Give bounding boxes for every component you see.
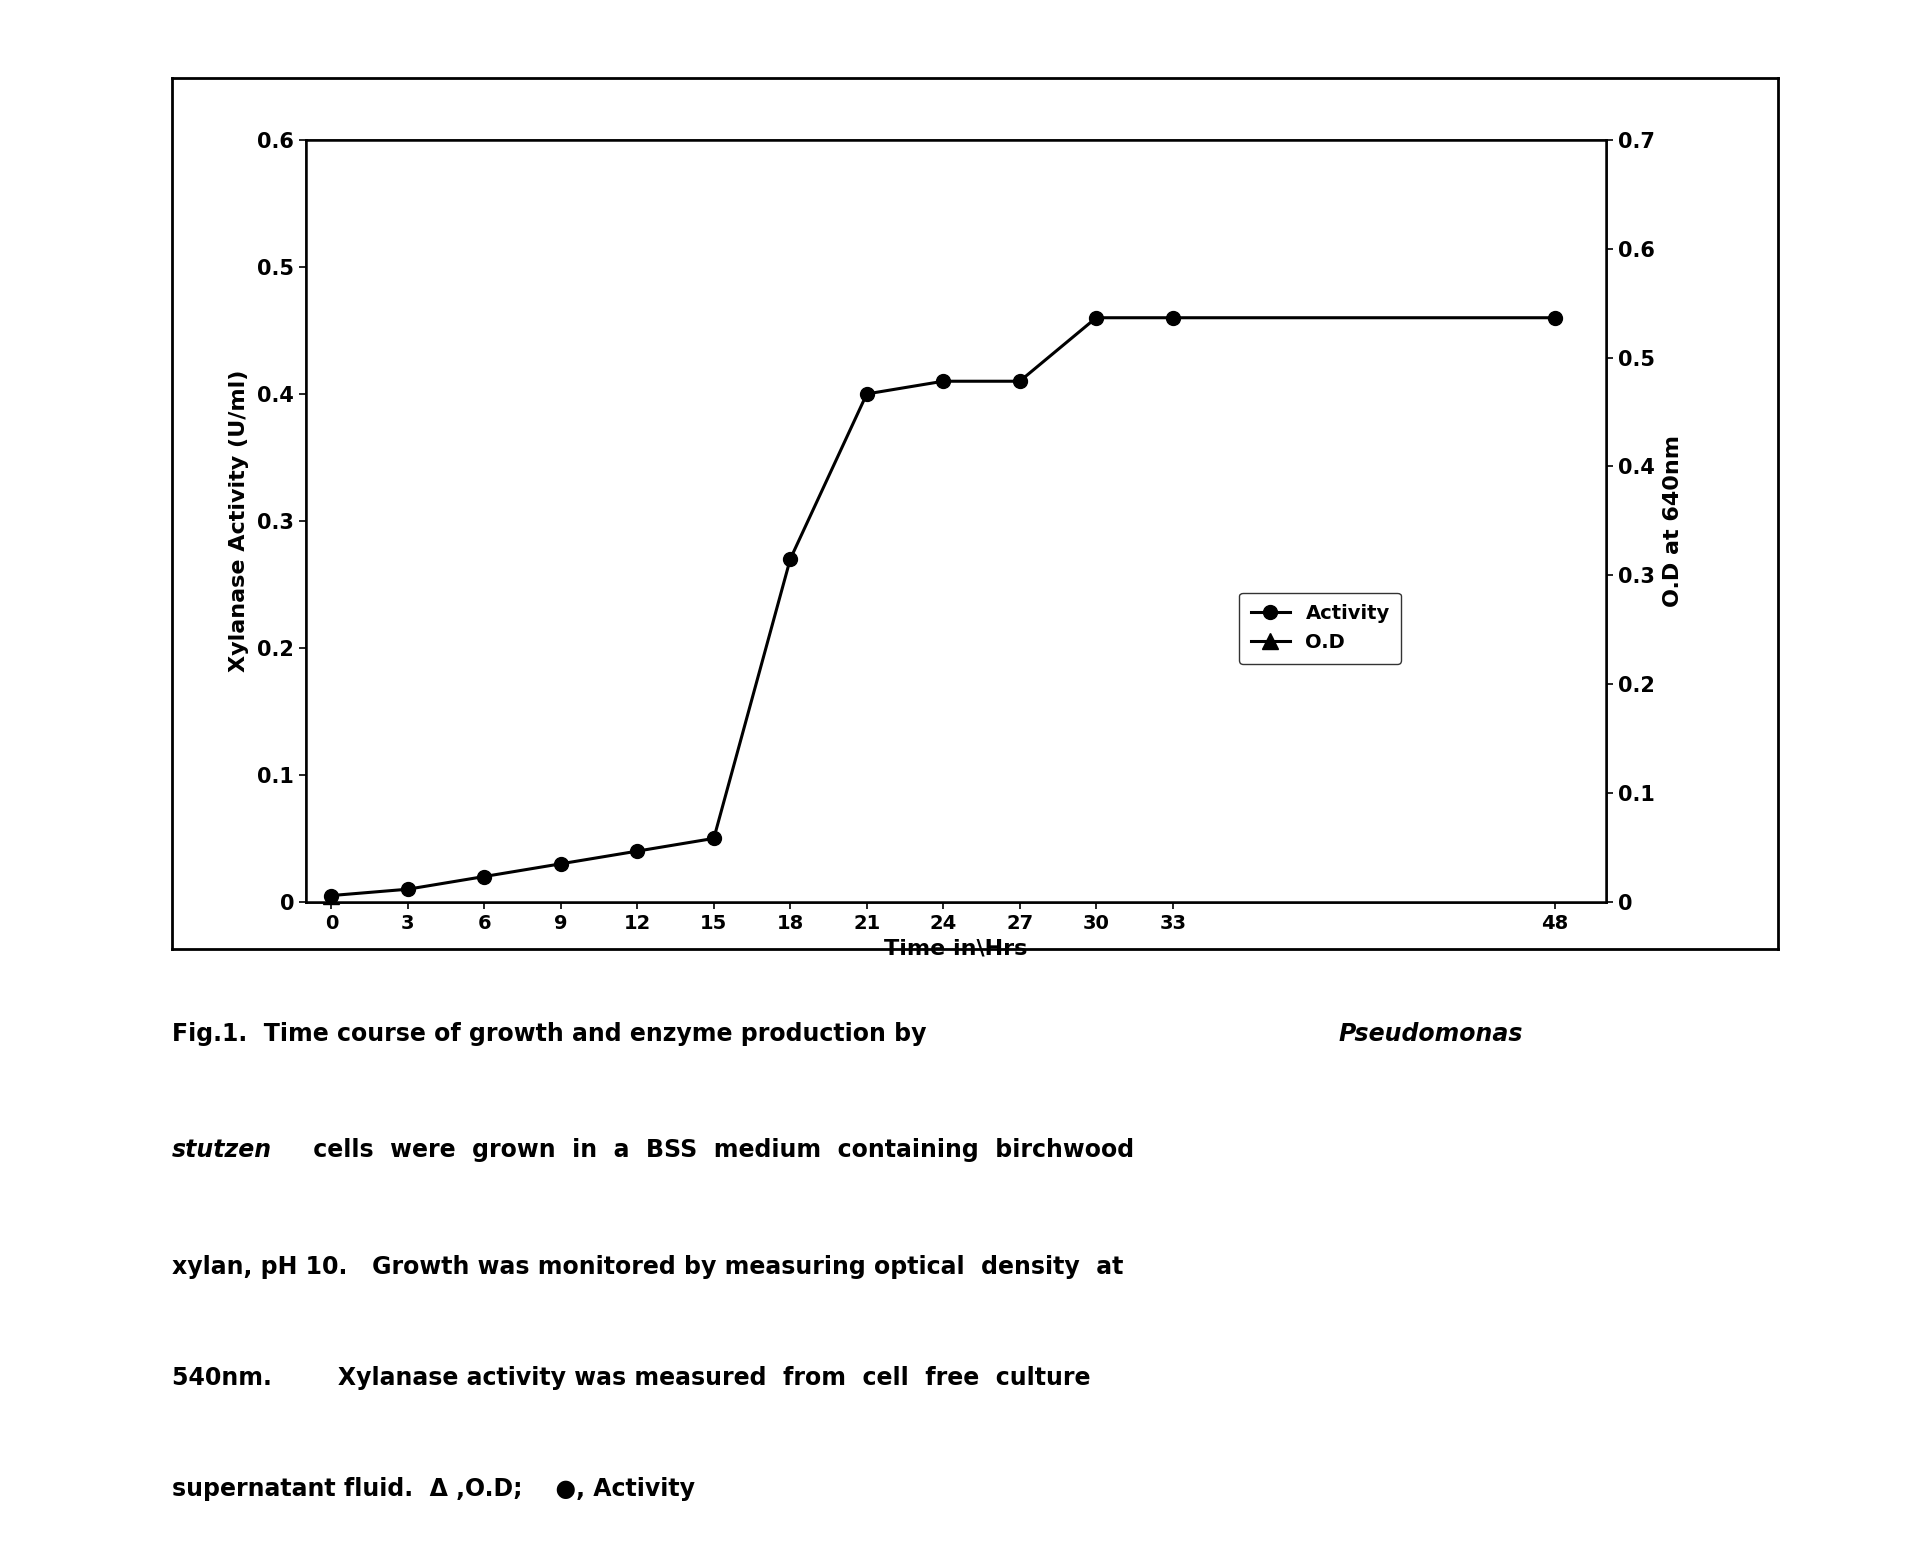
O.D: [778, 359, 801, 378]
O.D: [1161, 353, 1184, 372]
Activity: [702, 829, 725, 847]
O.D: [319, 886, 342, 905]
Line: Activity: Activity: [325, 311, 1562, 902]
O.D: [931, 322, 954, 341]
O.D: [625, 871, 648, 889]
Legend: Activity, O.D: Activity, O.D: [1239, 592, 1401, 664]
Activity: [625, 841, 648, 860]
Activity: [1084, 308, 1107, 327]
Y-axis label: O.D at 640nm: O.D at 640nm: [1663, 435, 1683, 606]
O.D: [702, 686, 725, 704]
Text: stutzen: stutzen: [172, 1138, 272, 1162]
O.D: [1084, 348, 1107, 367]
O.D: [1008, 327, 1031, 345]
O.D: [855, 309, 878, 328]
Y-axis label: Xylanase Activity (U/ml): Xylanase Activity (U/ml): [229, 370, 249, 672]
Text: Fig.1.  Time course of growth and enzyme production by: Fig.1. Time course of growth and enzyme …: [172, 1022, 935, 1047]
Text: cells  were  grown  in  a  BSS  medium  containing  birchwood: cells were grown in a BSS medium contain…: [306, 1138, 1134, 1162]
Activity: [1543, 308, 1566, 327]
Text: xylan, pH 10.   Growth was monitored by measuring optical  density  at: xylan, pH 10. Growth was monitored by me…: [172, 1255, 1124, 1278]
Activity: [931, 372, 954, 390]
O.D: [1543, 348, 1566, 367]
Line: O.D: O.D: [323, 313, 1562, 903]
Activity: [549, 855, 572, 874]
Activity: [319, 886, 342, 905]
Activity: [778, 550, 801, 569]
O.D: [472, 877, 495, 896]
O.D: [396, 882, 419, 900]
Text: Pseudomonas: Pseudomonas: [1338, 1022, 1522, 1047]
Activity: [1008, 372, 1031, 390]
X-axis label: Time in\Hrs: Time in\Hrs: [885, 938, 1027, 958]
O.D: [549, 871, 572, 889]
Text: supernatant fluid.  Δ ,O.D;    ●, Activity: supernatant fluid. Δ ,O.D; ●, Activity: [172, 1477, 696, 1501]
Activity: [396, 880, 419, 899]
Activity: [472, 868, 495, 886]
Activity: [855, 384, 878, 403]
Text: 540nm.        Xylanase activity was measured  from  cell  free  culture: 540nm. Xylanase activity was measured fr…: [172, 1365, 1090, 1390]
Activity: [1161, 308, 1184, 327]
